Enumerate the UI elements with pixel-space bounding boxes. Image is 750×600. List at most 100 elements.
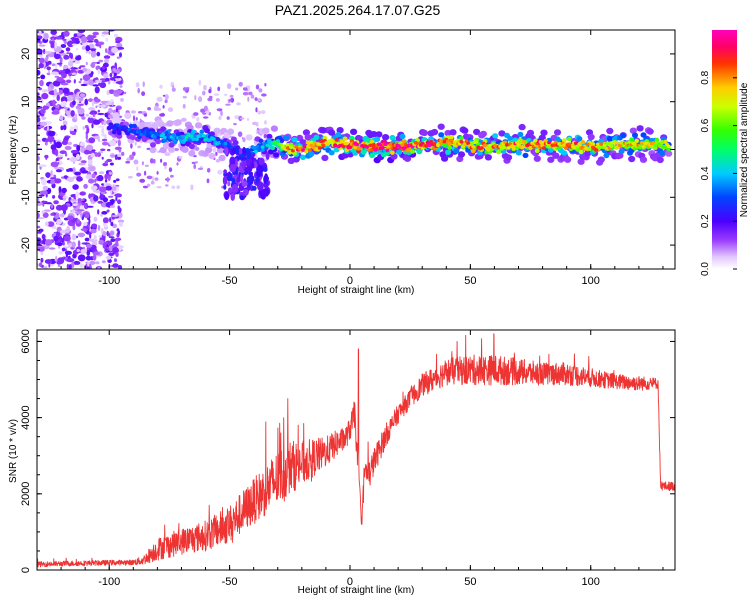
ridge-cell [360, 149, 367, 155]
noise-blob [110, 205, 115, 209]
noise-blob [92, 254, 97, 261]
noise-blob [103, 62, 109, 68]
ridge-cell [646, 128, 654, 135]
ridge-cell [656, 156, 664, 164]
noise-blob [40, 251, 44, 256]
noise-blob [50, 144, 57, 151]
noise-blob [102, 141, 109, 146]
scatter-blob [149, 158, 154, 164]
ridge-cell [321, 154, 329, 162]
noise-blob [103, 73, 109, 79]
noise-blob [108, 89, 115, 94]
ridge-cell [442, 142, 447, 147]
ridge-cell [114, 117, 122, 124]
noise-blob [41, 178, 47, 186]
noise-blob [67, 157, 70, 161]
noise-blob [87, 165, 96, 172]
ridge-cell [597, 156, 605, 163]
ridge-cell [496, 149, 501, 155]
scatter-blob [261, 93, 267, 97]
ridge-cell [333, 143, 338, 147]
scatter-blob [215, 98, 220, 102]
noise-blob [62, 241, 65, 246]
scatter-blob [142, 185, 149, 189]
noise-blob [37, 69, 41, 76]
noise-blob [91, 223, 98, 229]
ridge-cell [267, 140, 272, 144]
noise-blob [76, 99, 80, 105]
noise-blob [69, 168, 73, 172]
noise-blob [60, 125, 64, 131]
ridge-cell [653, 143, 658, 148]
ridge-cell [563, 146, 568, 150]
noise-blob [56, 104, 60, 109]
x-tick-label: -100 [98, 275, 120, 287]
scatter-blob [203, 84, 207, 91]
noise-blob [110, 238, 116, 243]
noise-blob [46, 125, 50, 131]
noise-blob [66, 176, 75, 183]
ridge-cell [132, 123, 137, 129]
ridge-cell [424, 144, 429, 148]
y-tick-label: -10 [20, 189, 32, 205]
noise-blob [56, 62, 63, 65]
scatter-blob [226, 116, 230, 120]
scatter-blob [225, 103, 231, 106]
ridge-cell [321, 143, 326, 148]
ridge-cell [188, 150, 196, 157]
ridge-cell [109, 139, 117, 147]
ridge-cell [339, 139, 344, 144]
noise-blob [94, 86, 100, 94]
ridge-cell [484, 154, 492, 161]
noise-blob [51, 111, 60, 115]
scatter-blob [150, 180, 155, 185]
colorbar-tick-label: 0.8 [700, 70, 711, 84]
ridge-cell [218, 154, 226, 162]
noise-blob [98, 239, 104, 244]
scatter-blob [248, 91, 253, 96]
noise-blob [37, 212, 40, 220]
noise-blob [116, 228, 120, 232]
scatter-blob [216, 108, 223, 112]
ridge-cell [628, 155, 636, 163]
ridge-cell [538, 140, 543, 144]
scatter-blob [153, 158, 156, 164]
ridge-cell [162, 138, 168, 143]
scatter-blob [120, 97, 124, 102]
scatter-blob [182, 87, 189, 91]
noise-blob [37, 116, 41, 123]
noise-blob [98, 186, 107, 193]
noise-blob [67, 95, 73, 102]
noise-blob [100, 148, 106, 152]
ridge-cell [518, 123, 526, 131]
scatter-blob [228, 99, 233, 102]
ridge-cell [172, 139, 178, 145]
noise-blob [103, 119, 107, 126]
noise-blob [63, 235, 71, 242]
ridge-cell [366, 148, 371, 152]
ridge-cell [449, 129, 457, 136]
scatter-blob [202, 90, 206, 96]
noise-blob [60, 204, 68, 212]
ridge-cell [111, 130, 117, 135]
ridge-cell [181, 134, 186, 139]
ridge-cell [479, 146, 484, 150]
noise-blob [77, 198, 82, 202]
noise-blob [94, 178, 97, 183]
scatter-blob [237, 131, 243, 137]
ridge-cell [151, 122, 159, 130]
noise-blob [112, 223, 118, 229]
noise-blob [38, 44, 46, 47]
ridge-cell [308, 151, 315, 157]
ridge-tail-blob [224, 147, 229, 156]
noise-blob [117, 205, 120, 210]
ridge-cell [370, 131, 378, 138]
ridge-cell [533, 155, 541, 162]
noise-blob [107, 148, 111, 152]
ridge-cell [142, 131, 147, 136]
ridge-cell [540, 143, 545, 148]
noise-blob [85, 61, 88, 66]
noise-blob [42, 185, 49, 191]
ridge-tail-blob [227, 187, 233, 194]
scatter-blob [264, 120, 267, 125]
